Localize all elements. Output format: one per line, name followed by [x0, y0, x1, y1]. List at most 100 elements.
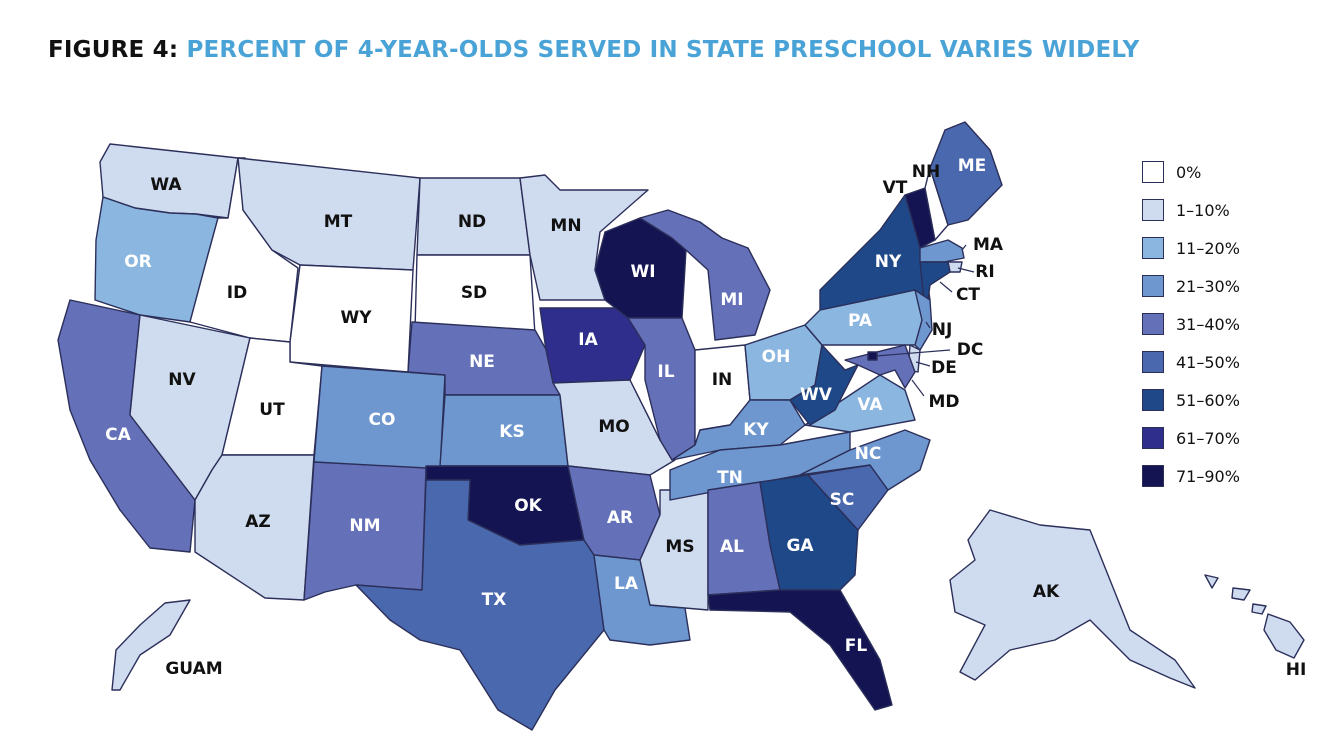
- state-label-KS: KS: [499, 422, 524, 442]
- state-label-ME: ME: [958, 156, 987, 176]
- state-label-WI: WI: [630, 262, 655, 282]
- leader-line-DE: [915, 361, 931, 367]
- legend-item: 61–70%: [1142, 426, 1240, 450]
- state-label-KY: KY: [743, 420, 769, 440]
- state-WV: [789, 344, 859, 426]
- legend-label: 41–50%: [1176, 352, 1240, 372]
- state-GUAM: [111, 599, 191, 691]
- legend-swatch: [1142, 351, 1164, 373]
- state-label-GA: GA: [786, 536, 814, 556]
- state-label-FL: FL: [845, 636, 868, 656]
- state-MD: [844, 344, 916, 389]
- state-label-OR: OR: [124, 252, 152, 272]
- state-label-NH: NH: [912, 162, 940, 182]
- state-label-MA: MA: [973, 235, 1004, 255]
- leader-line-MA: [961, 244, 967, 251]
- legend-swatch: [1142, 161, 1164, 183]
- figure-heading: PERCENT OF 4-YEAR-OLDS SERVED IN STATE P…: [186, 37, 1140, 63]
- state-label-SD: SD: [461, 283, 487, 303]
- legend-label: 71–90%: [1176, 466, 1240, 486]
- state-label-NE: NE: [469, 352, 495, 372]
- legend-swatch: [1142, 313, 1164, 335]
- leader-line-NJ: [925, 321, 931, 329]
- state-label-NM: NM: [349, 516, 380, 536]
- state-label-DC: DC: [957, 340, 984, 360]
- state-label-ND: ND: [458, 212, 486, 232]
- legend-swatch: [1142, 389, 1164, 411]
- state-label-NY: NY: [875, 252, 902, 272]
- legend-item: 51–60%: [1142, 388, 1240, 412]
- state-label-AK: AK: [1033, 582, 1060, 602]
- legend-swatch: [1142, 275, 1164, 297]
- legend-label: 61–70%: [1176, 428, 1240, 448]
- state-label-WV: WV: [800, 385, 833, 405]
- leader-line-CT: [939, 281, 953, 293]
- state-label-OK: OK: [514, 496, 542, 516]
- state-label-IA: IA: [578, 330, 598, 350]
- state-label-VA: VA: [857, 395, 883, 415]
- state-label-MI: MI: [720, 290, 743, 310]
- legend-label: 0%: [1176, 162, 1202, 182]
- state-NC: [799, 429, 931, 491]
- state-label-NC: NC: [855, 444, 882, 464]
- state-label-RI: RI: [975, 262, 994, 282]
- state-MN: [519, 174, 649, 301]
- legend-label: 51–60%: [1176, 390, 1240, 410]
- state-label-HI: HI: [1286, 660, 1307, 680]
- legend-item: 41–50%: [1142, 350, 1240, 374]
- state-label-OH: OH: [762, 347, 791, 367]
- state-label-IN: IN: [712, 370, 733, 390]
- legend-item: 21–30%: [1142, 274, 1240, 298]
- state-label-MT: MT: [324, 212, 353, 232]
- state-HI: [1204, 574, 1305, 659]
- figure-title: FIGURE 4: PERCENT OF 4-YEAR-OLDS SERVED …: [48, 37, 1140, 63]
- state-label-UT: UT: [259, 400, 285, 420]
- state-label-ID: ID: [227, 283, 247, 303]
- state-label-TN: TN: [717, 468, 743, 488]
- state-ME: [929, 121, 1003, 226]
- state-MI: [639, 209, 771, 341]
- state-CT: [919, 261, 951, 301]
- state-label-CT: CT: [956, 285, 980, 305]
- figure-number: FIGURE 4:: [48, 37, 187, 63]
- state-label-MO: MO: [598, 417, 629, 437]
- legend-item: 11–20%: [1142, 236, 1240, 260]
- legend-swatch: [1142, 237, 1164, 259]
- legend-item: 31–40%: [1142, 312, 1240, 336]
- leader-line-MD: [911, 379, 925, 397]
- state-label-AZ: AZ: [245, 512, 270, 532]
- state-label-LA: LA: [614, 574, 639, 594]
- state-label-MS: MS: [665, 537, 694, 557]
- state-MO: [552, 379, 676, 476]
- legend-item: 1–10%: [1142, 198, 1230, 222]
- state-label-AL: AL: [720, 537, 744, 557]
- legend-label: 31–40%: [1176, 314, 1240, 334]
- state-label-DE: DE: [931, 358, 957, 378]
- state-label-IL: IL: [657, 362, 674, 382]
- leader-line-RI: [957, 267, 975, 273]
- state-TX: [355, 479, 605, 731]
- state-DC: [867, 351, 878, 361]
- state-label-NV: NV: [168, 370, 196, 390]
- legend-label: 1–10%: [1176, 200, 1230, 220]
- state-AK: [949, 509, 1196, 689]
- leader-line-DC: [875, 349, 951, 357]
- state-label-VT: VT: [883, 178, 908, 198]
- state-label-CO: CO: [369, 410, 396, 430]
- state-label-WA: WA: [150, 175, 182, 195]
- state-label-CA: CA: [105, 425, 131, 445]
- legend-swatch: [1142, 465, 1164, 487]
- state-label-GUAM: GUAM: [165, 659, 222, 679]
- state-WY: [289, 264, 414, 373]
- state-label-TX: TX: [482, 590, 507, 610]
- legend-swatch: [1142, 199, 1164, 221]
- state-label-AR: AR: [607, 508, 633, 528]
- state-label-MD: MD: [928, 392, 959, 412]
- state-label-MN: MN: [550, 216, 581, 236]
- legend-swatch: [1142, 427, 1164, 449]
- state-label-PA: PA: [848, 311, 873, 331]
- legend-label: 21–30%: [1176, 276, 1240, 296]
- legend-item: 0%: [1142, 160, 1201, 184]
- legend-item: 71–90%: [1142, 464, 1240, 488]
